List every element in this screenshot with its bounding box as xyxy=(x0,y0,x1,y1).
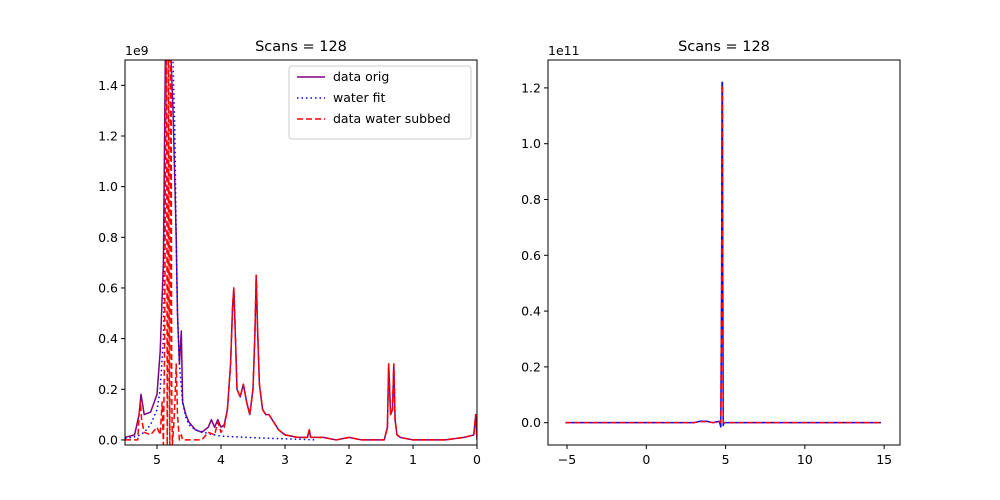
chart-0-y-tick-label: 1.4 xyxy=(98,78,118,93)
chart-0-x-tick-label: 3 xyxy=(281,452,289,467)
chart-right-ticks: −5 0 5 10 15 0.0 0.2 0.4 0.6 0.8 1.0 1.2 xyxy=(521,80,892,467)
chart-left-legend: data orig water fit data water subbed xyxy=(288,65,472,140)
chart-right: Scans = 128 1e11 −5 0 5 10 15 0.0 0.2 0.4 0.6 0.8… xyxy=(521,39,901,467)
chart-1-y-tick-label: 1.2 xyxy=(521,80,541,95)
chart-left: Scans = 128 1e9 5 4 3 2 1 0 0.0 0.2 0.4 0.6 0.8 1.0… xyxy=(98,39,481,467)
chart-0-series-2-line xyxy=(125,60,477,445)
chart-0-series-1-line xyxy=(125,60,318,441)
chart-left-plot-area xyxy=(125,60,477,445)
chart-0-x-tick-label: 0 xyxy=(473,452,481,467)
chart-left-frame xyxy=(124,59,478,446)
legend-label: data water subbed xyxy=(333,111,451,126)
chart-1-y-tick-label: 0.0 xyxy=(521,415,541,430)
chart-0-x-tick-label: 1 xyxy=(409,452,417,467)
chart-0-x-tick-label: 5 xyxy=(153,452,161,467)
chart-right-title: Scans = 128 xyxy=(678,39,770,55)
chart-right-plot-area xyxy=(565,81,881,428)
chart-left-ticks: 5 4 3 2 1 0 0.0 0.2 0.4 0.6 0.8 1.0 1.2 1.4 xyxy=(98,78,481,467)
chart-0-x-tick-label: 4 xyxy=(217,452,225,467)
chart-1-y-tick-label: 0.4 xyxy=(521,304,541,319)
chart-left-y-offset-text: 1e9 xyxy=(125,43,149,58)
chart-0-x-tick-label: 2 xyxy=(345,452,353,467)
chart-0-y-tick-label: 0.0 xyxy=(98,432,118,447)
legend-box xyxy=(288,65,472,140)
chart-1-x-tick-label: 10 xyxy=(797,452,813,467)
chart-1-x-tick-label: 0 xyxy=(642,452,650,467)
chart-1-y-tick-label: 0.6 xyxy=(521,248,541,263)
chart-0-y-tick-label: 0.4 xyxy=(98,331,118,346)
chart-0-y-tick-label: 0.8 xyxy=(98,230,118,245)
chart-1-x-tick-label: −5 xyxy=(558,452,576,467)
chart-0-y-tick-label: 0.2 xyxy=(98,382,118,397)
chart-1-y-tick-label: 0.8 xyxy=(521,192,541,207)
chart-right-frame xyxy=(547,59,901,446)
chart-left-title: Scans = 128 xyxy=(255,39,347,55)
chart-0-y-tick-label: 1.2 xyxy=(98,128,118,143)
chart-1-x-tick-label: 5 xyxy=(722,452,730,467)
legend-label: water fit xyxy=(333,90,385,105)
chart-0-y-tick-label: 1.0 xyxy=(98,179,118,194)
chart-1-series-1-line xyxy=(565,84,881,424)
chart-right-y-offset-text: 1e11 xyxy=(548,43,580,58)
chart-0-y-tick-label: 0.6 xyxy=(98,280,118,295)
chart-1-y-tick-label: 1.0 xyxy=(521,136,541,151)
chart-1-y-tick-label: 0.2 xyxy=(521,359,541,374)
legend-label: data orig xyxy=(333,69,389,84)
chart-1-x-tick-label: 15 xyxy=(876,452,892,467)
